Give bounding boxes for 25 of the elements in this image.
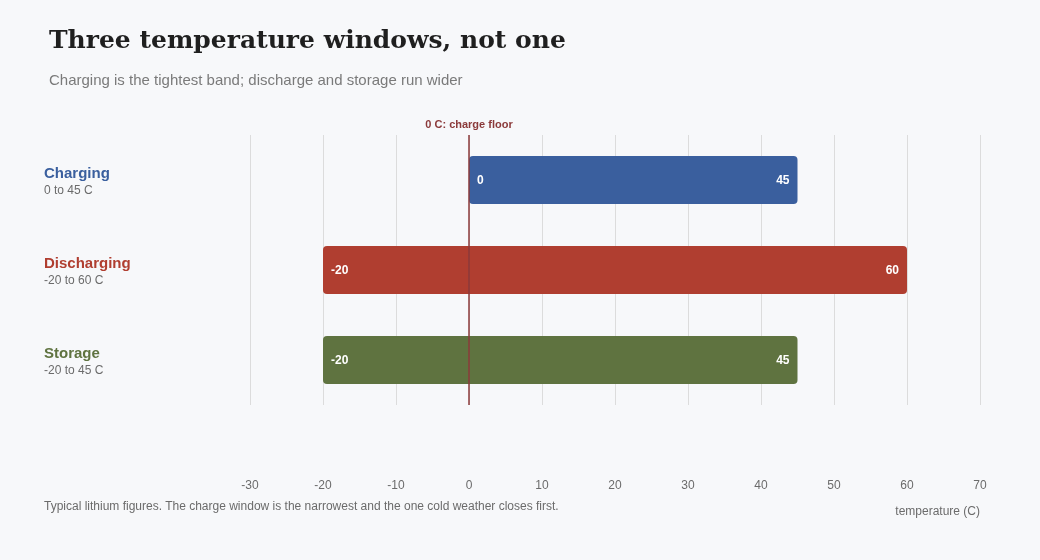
x-tick-label: 40 xyxy=(754,478,768,492)
chart-subtitle: Charging is the tightest band; discharge and storage run wider xyxy=(49,71,463,88)
annotation: 45 xyxy=(776,173,790,187)
annotation: 0 xyxy=(477,173,484,187)
x-tick-label: -30 xyxy=(241,478,259,492)
annotation: 45 xyxy=(776,353,790,367)
x-axis-title: temperature (C) xyxy=(895,504,980,518)
y-tick-label: Discharging -20 to 60 C xyxy=(44,253,131,287)
x-tick-label: 0 xyxy=(465,478,473,492)
annotation: -20 xyxy=(331,263,349,277)
x-tick-label: 70 xyxy=(973,478,987,492)
x-tick-label: 60 xyxy=(900,478,914,492)
chart-title: Three temperature windows, not one xyxy=(49,25,566,54)
x-tick-label: -10 xyxy=(387,478,405,492)
text: Typical lithium figures. The charge window is the narrowest and the one cold weather closes first. xyxy=(44,499,559,513)
annotation: 60 xyxy=(885,263,900,277)
y-tick-label: Storage -20 to 45 C xyxy=(44,343,104,377)
y-tick-label: Charging 0 to 45 C xyxy=(44,163,110,197)
x-tick-label: 50 xyxy=(827,478,841,492)
x-tick-label: 10 xyxy=(535,478,549,492)
ref-line-label: 0 C: charge floor xyxy=(425,117,514,130)
x-tick-label: 20 xyxy=(608,478,622,492)
annotation: -20 xyxy=(331,353,349,367)
x-tick-label: -20 xyxy=(314,478,332,492)
x-tick-label: 30 xyxy=(681,478,695,492)
